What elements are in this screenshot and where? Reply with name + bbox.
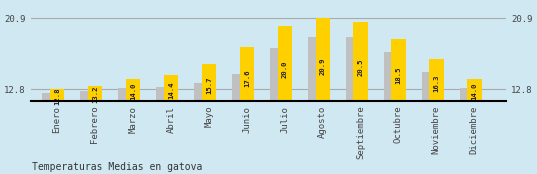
Bar	[164, 75, 178, 174]
Bar	[353, 22, 368, 174]
Bar	[391, 39, 406, 174]
Bar	[422, 72, 436, 174]
Text: 14.0: 14.0	[471, 83, 477, 100]
Text: 13.2: 13.2	[92, 86, 98, 103]
Bar	[460, 88, 474, 174]
Bar	[118, 89, 133, 174]
Text: 18.5: 18.5	[396, 66, 402, 84]
Text: 20.5: 20.5	[358, 59, 364, 76]
Bar	[81, 91, 95, 174]
Bar	[156, 87, 171, 174]
Bar	[346, 37, 360, 174]
Bar	[384, 53, 398, 174]
Text: 20.9: 20.9	[320, 57, 326, 75]
Text: 14.4: 14.4	[168, 81, 174, 99]
Text: 16.3: 16.3	[433, 74, 439, 92]
Bar	[42, 93, 57, 174]
Bar	[308, 37, 322, 174]
Bar	[429, 59, 444, 174]
Text: 20.0: 20.0	[282, 61, 288, 78]
Bar	[194, 83, 208, 174]
Bar	[202, 64, 216, 174]
Bar	[88, 86, 103, 174]
Text: 14.0: 14.0	[130, 83, 136, 100]
Bar	[50, 89, 64, 174]
Bar	[232, 74, 246, 174]
Bar	[316, 18, 330, 174]
Text: 17.6: 17.6	[244, 70, 250, 87]
Bar	[126, 79, 140, 174]
Bar	[278, 26, 292, 174]
Bar	[240, 47, 254, 174]
Bar	[467, 79, 482, 174]
Text: 12.8: 12.8	[54, 87, 60, 105]
Bar	[270, 48, 285, 174]
Text: Temperaturas Medias en gatova: Temperaturas Medias en gatova	[32, 162, 202, 172]
Text: 15.7: 15.7	[206, 77, 212, 94]
